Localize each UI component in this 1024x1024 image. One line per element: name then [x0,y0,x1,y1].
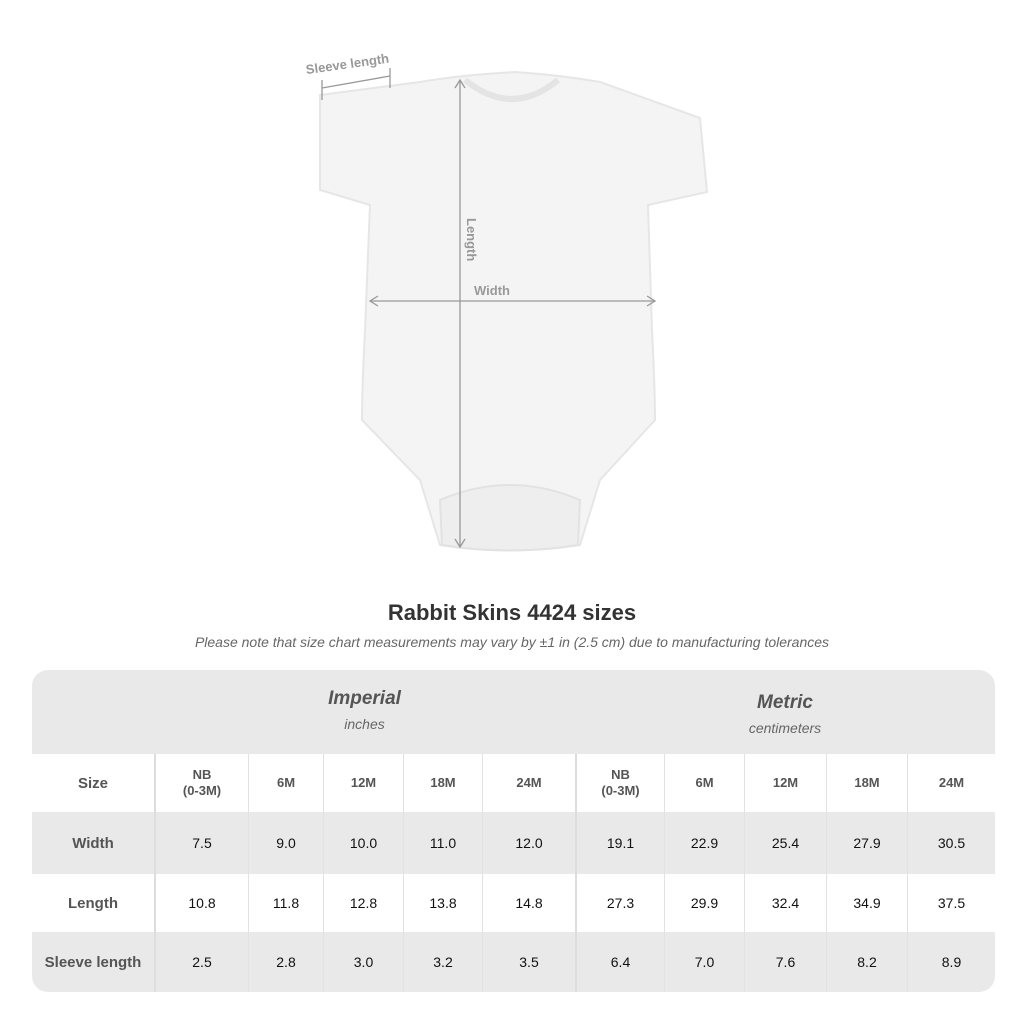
table-cell: 13.8 [403,874,482,932]
size-header: 12M [744,754,826,812]
table-cell: 37.5 [907,874,995,932]
table-cell: 3.5 [482,932,575,992]
table-cell: 2.5 [154,932,248,992]
size-header: 6M [664,754,744,812]
table-cell: 12.8 [323,874,403,932]
size-table: Imperial inches Metric centimeters Size N… [32,670,995,992]
size-header: 18M [826,754,907,812]
table-cell: 7.0 [664,932,744,992]
group-metric: Metric centimeters [575,692,995,736]
table-row: Sleeve length 2.5 2.8 3.0 3.2 3.5 6.4 7.0 7.6 8.2… [32,932,995,992]
table-row: Width 7.5 9.0 10.0 11.0 12.0 19.1 22.9 25.4 27.9 3… [32,812,995,874]
table-cell: 14.8 [482,874,575,932]
table-cell: 8.9 [907,932,995,992]
width-label: Width [474,283,510,298]
table-cell: 9.0 [248,812,323,874]
group-name: Imperial [328,688,401,709]
sleeve-length-label: Sleeve length [305,51,390,78]
bodysuit-diagram: Sleeve length Length Width [305,51,709,552]
table-cell: 7.6 [744,932,826,992]
table-cell: 27.3 [575,874,664,932]
table-cell: 7.5 [154,812,248,874]
table-cell: 32.4 [744,874,826,932]
table-cell: 19.1 [575,812,664,874]
table-cell: 29.9 [664,874,744,932]
tolerance-note: Please note that size chart measurements… [194,634,830,650]
table-cell: 30.5 [907,812,995,874]
size-header-row: Size NB (0-3M) 6M 12M 18M 24M NB (0-3M) 6M 12M 18… [32,754,995,812]
row-label: Width [72,834,114,852]
table-cell: 27.9 [826,812,907,874]
table-cell: 6.4 [575,932,664,992]
table-cell: 10.8 [154,874,248,932]
table-cell: 2.8 [248,932,323,992]
group-unit: inches [344,716,385,732]
table-cell: 34.9 [826,874,907,932]
bodysuit-collar [463,77,560,102]
size-header: 6M [248,754,323,812]
sleeve-length-line [321,75,391,89]
table-cell: 3.2 [403,932,482,992]
group-imperial: Imperial inches [154,688,575,732]
table-cell: 11.8 [248,874,323,932]
size-header: NB (0-3M) [575,754,664,812]
group-header-row [32,670,995,754]
row-label: Size [77,774,108,792]
table-cell: 12.0 [482,812,575,874]
size-header: 18M [403,754,482,812]
table-cell: 3.0 [323,932,403,992]
table-cell: 11.0 [403,812,482,874]
page-title: Rabbit Skins 4424 sizes [387,600,637,625]
table-cell: 8.2 [826,932,907,992]
table-cell: 25.4 [744,812,826,874]
bodysuit-garment [319,70,709,552]
size-header: 24M [482,754,575,812]
group-unit: centimeters [748,720,822,736]
size-header: 24M [907,754,995,812]
bodysuit-snap-flap [438,484,582,552]
group-name: Metric [757,692,813,713]
table-row: Length 10.8 11.8 12.8 13.8 14.8 27.3 29.9 32.4 34… [32,874,995,932]
table-cell: 22.9 [664,812,744,874]
size-header: NB (0-3M) [154,754,248,812]
row-label: Length [68,894,118,912]
row-label: Sleeve length [44,953,142,971]
size-header: 12M [323,754,403,812]
length-label: Length [464,218,479,261]
table-cell: 10.0 [323,812,403,874]
